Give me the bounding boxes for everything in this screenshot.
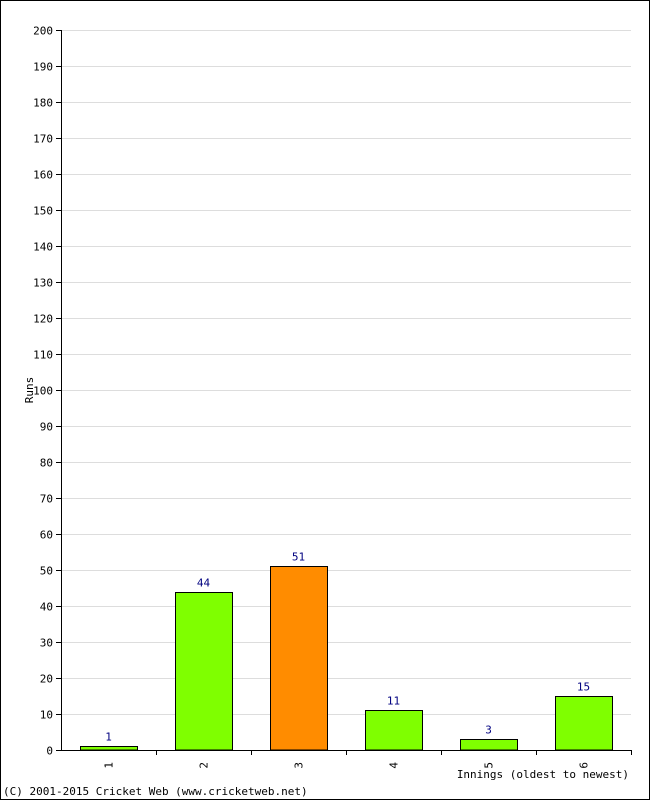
copyright-text: (C) 2001-2015 Cricket Web (www.cricketwe… <box>3 785 308 798</box>
y-tick-label: 170 <box>33 133 53 146</box>
x-tick-label: 1 <box>103 762 116 769</box>
bar <box>270 566 328 751</box>
y-tick-label: 20 <box>40 673 53 686</box>
bar <box>175 592 233 751</box>
data-label: 44 <box>197 577 211 590</box>
y-tick-label: 120 <box>33 313 53 326</box>
y-tick-label: 50 <box>40 565 53 578</box>
data-label: 15 <box>577 681 590 694</box>
y-tick-label: 100 <box>33 385 53 398</box>
x-axis-ticks: 1 2 3 4 5 6 <box>103 750 632 769</box>
y-tick-label: 200 <box>33 25 53 38</box>
x-tick-label: 3 <box>293 762 306 769</box>
x-tick-label: 2 <box>198 762 211 769</box>
y-tick-label: 140 <box>33 241 53 254</box>
y-tick-label: 70 <box>40 493 53 506</box>
data-label: 3 <box>485 724 492 737</box>
bar <box>555 696 613 751</box>
x-tick-label: 4 <box>388 762 401 769</box>
bars: 1 44 51 11 3 15 <box>80 551 613 751</box>
x-tick-label: 5 <box>483 762 496 769</box>
bar <box>365 710 423 751</box>
y-tick-label: 0 <box>46 745 53 758</box>
y-tick-label: 110 <box>33 349 53 362</box>
y-tick-label: 160 <box>33 169 53 182</box>
data-label: 11 <box>387 695 400 708</box>
y-tick-label: 30 <box>40 637 53 650</box>
y-tick-label: 80 <box>40 457 53 470</box>
bar <box>460 739 518 751</box>
x-tick-label: 6 <box>578 762 591 769</box>
y-tick-label: 60 <box>40 529 53 542</box>
y-tick-label: 40 <box>40 601 53 614</box>
y-axis-ticks: 0 10 20 30 40 50 60 70 80 90 100 110 120 130 140 150 160… <box>33 25 61 758</box>
y-axis-title: Runs <box>23 377 36 404</box>
x-axis-title: Innings (oldest to newest) <box>457 768 629 781</box>
y-tick-label: 10 <box>40 709 53 722</box>
data-label: 1 <box>105 731 112 744</box>
y-tick-label: 190 <box>33 61 53 74</box>
y-tick-label: 130 <box>33 277 53 290</box>
y-tick-label: 90 <box>40 421 53 434</box>
data-label: 51 <box>292 551 305 564</box>
bar <box>80 746 138 751</box>
y-tick-label: 180 <box>33 97 53 110</box>
gridlines <box>61 30 631 715</box>
y-tick-label: 150 <box>33 205 53 218</box>
